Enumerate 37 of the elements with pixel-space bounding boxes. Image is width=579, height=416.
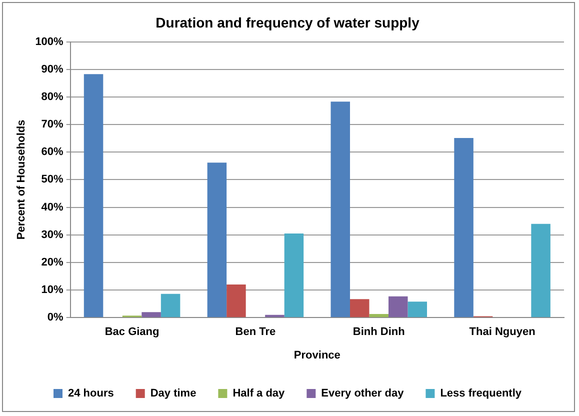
bar: [226, 284, 246, 318]
y-tick-label: 60%: [41, 146, 64, 158]
bar: [142, 312, 161, 318]
bar: [160, 294, 180, 318]
y-tick-label: 20%: [41, 256, 64, 268]
y-tick-label: 30%: [41, 228, 64, 241]
bar: [207, 162, 227, 318]
x-tick-label: Thai Nguyen: [469, 326, 536, 338]
bar: [454, 138, 474, 318]
bar: [531, 224, 550, 318]
bar: [84, 74, 104, 318]
legend-label: Every other day: [321, 388, 405, 400]
legend-label: Half a day: [232, 388, 286, 400]
x-tick-label: Binh Dinh: [352, 326, 406, 338]
bar: [265, 314, 284, 318]
bar: [350, 299, 370, 318]
y-tick-label: 10%: [41, 284, 64, 296]
legend-label: Less frequently: [440, 388, 522, 400]
y-tick-label: 90%: [41, 63, 64, 76]
y-tick-label: 100%: [35, 36, 64, 48]
chart-title: Duration and frequency of water supply: [156, 14, 420, 30]
legend-label: Day time: [150, 388, 196, 400]
bar: [408, 302, 428, 318]
y-tick-label: 50%: [41, 174, 64, 186]
bar: [369, 314, 388, 318]
y-tick-label: 70%: [41, 118, 64, 131]
legend-label: 24 hours: [68, 388, 114, 400]
bar: [330, 102, 350, 318]
bar: [388, 296, 408, 318]
bar: [284, 233, 304, 318]
x-tick-label: Bac Giang: [104, 326, 160, 338]
y-tick-label: 80%: [41, 90, 64, 103]
y-tick-label: 0%: [47, 312, 64, 324]
x-axis-title: Province: [294, 349, 340, 362]
y-tick-label: 40%: [41, 201, 64, 214]
x-tick-label: Ben Tre: [235, 326, 276, 338]
y-axis-title: Percent of Households: [16, 120, 28, 240]
